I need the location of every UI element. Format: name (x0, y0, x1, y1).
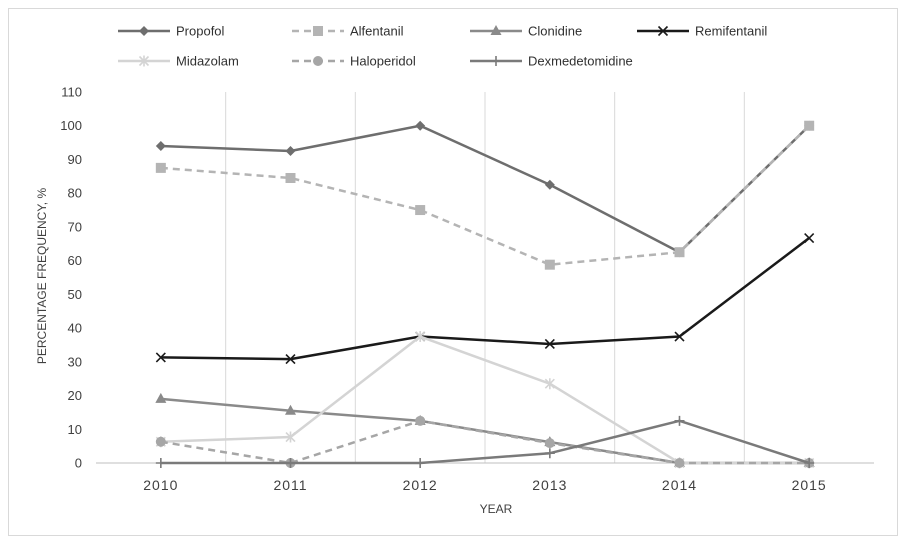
data-point-alfentanil (415, 205, 426, 216)
x-tick-label: 2011 (273, 477, 307, 493)
legend-item-haloperidol: Haloperidol (292, 54, 416, 69)
data-point-alfentanil (285, 173, 296, 184)
y-tick-label: 80 (68, 186, 82, 201)
legend-label-alfentanil: Alfentanil (350, 24, 404, 39)
y-tick-label: 90 (68, 152, 82, 167)
series-line-haloperidol (160, 419, 810, 465)
data-point-remifentanil (804, 232, 815, 244)
legend-label-remifentanil: Remifentanil (695, 24, 767, 39)
legend-marker-remifentanil (657, 25, 669, 37)
data-point-midazolam (285, 431, 296, 443)
legend-marker-midazolam (138, 55, 150, 67)
legend-item-remifentanil: Remifentanil (637, 24, 767, 39)
data-point-haloperidol (155, 436, 166, 447)
y-tick-label: 100 (60, 118, 82, 133)
y-tick-label: 70 (68, 219, 82, 234)
data-point-propofol (415, 120, 426, 131)
legend-marker-haloperidol (313, 56, 323, 66)
y-tick-label: 30 (68, 354, 82, 369)
x-tick-label: 2013 (532, 477, 567, 493)
legend-item-propofol: Propofol (118, 24, 225, 39)
data-point-alfentanil (155, 162, 166, 173)
x-tick-label: 2015 (792, 477, 827, 493)
legend-item-dexmedetomidine: Dexmedetomidine (470, 54, 633, 69)
data-point-haloperidol (415, 415, 426, 426)
legend-item-clonidine: Clonidine (470, 24, 582, 39)
data-point-remifentanil (674, 331, 685, 342)
legend-label-clonidine: Clonidine (528, 24, 582, 39)
legend-marker-propofol (139, 26, 149, 36)
data-point-propofol (155, 140, 166, 151)
legend-marker-dexmedetomidine (491, 56, 501, 66)
y-tick-label: 10 (68, 422, 82, 437)
data-point-alfentanil (674, 247, 685, 258)
x-tick-labels: 2010 2011 2012 2013 2014 2015 (143, 477, 827, 493)
data-point-remifentanil (544, 338, 555, 350)
series-line-remifentanil (160, 237, 810, 361)
legend-label-propofol: Propofol (176, 24, 225, 39)
legend-marker-clonidine (490, 25, 502, 35)
legend-label-dexmedetomidine: Dexmedetomidine (528, 54, 633, 69)
series-remifentanil (155, 232, 815, 365)
legend-label-midazolam: Midazolam (176, 54, 239, 69)
legend-label-haloperidol: Haloperidol (350, 54, 416, 69)
y-tick-label: 20 (68, 388, 82, 403)
data-point-dexmedetomidine (544, 448, 555, 459)
y-tick-label: 0 (75, 456, 82, 471)
y-tick-label: 40 (68, 321, 82, 336)
x-tick-label: 2014 (662, 477, 697, 493)
data-point-haloperidol (674, 458, 685, 468)
y-tick-label: 50 (68, 287, 82, 302)
x-tick-label: 2012 (403, 477, 438, 493)
data-point-alfentanil (544, 259, 555, 270)
data-point-remifentanil (285, 354, 296, 365)
data-point-dexmedetomidine (285, 458, 296, 468)
data-point-midazolam (544, 378, 555, 390)
series-line-dexmedetomidine (160, 419, 810, 465)
legend-marker-alfentanil (313, 26, 323, 36)
data-point-clonidine (155, 392, 167, 403)
y-tick-label: 110 (61, 85, 82, 100)
x-tick-label: 2010 (143, 477, 178, 493)
data-point-remifentanil (155, 352, 166, 363)
data-point-dexmedetomidine (155, 458, 166, 468)
data-point-propofol (285, 146, 296, 157)
x-axis-title: YEAR (480, 502, 513, 516)
y-axis-title: PERCENTAGE FREQUENCY, % (35, 188, 49, 365)
data-point-midazolam (415, 331, 426, 343)
data-point-alfentanil (804, 120, 815, 131)
legend-item-alfentanil: Alfentanil (292, 24, 404, 39)
series-alfentanil (155, 120, 815, 270)
gridlines (225, 92, 745, 463)
data-point-clonidine (285, 404, 296, 415)
series-dexmedetomidine (155, 415, 815, 468)
data-point-propofol (544, 179, 555, 190)
y-tick-label: 60 (68, 253, 82, 268)
data-point-dexmedetomidine (415, 458, 426, 468)
data-point-haloperidol (544, 438, 555, 449)
series-line-alfentanil (160, 124, 811, 266)
legend: Propofol Alfentanil Clonidine Remifentanil M… (118, 24, 767, 69)
data-point-dexmedetomidine (804, 458, 815, 468)
series-lines (155, 120, 815, 469)
legend-item-midazolam: Midazolam (118, 54, 239, 69)
y-tick-labels: 0 10 20 30 40 50 60 70 80 90 100 110 (60, 85, 82, 471)
data-point-dexmedetomidine (674, 415, 685, 426)
chart-frame (8, 8, 898, 536)
